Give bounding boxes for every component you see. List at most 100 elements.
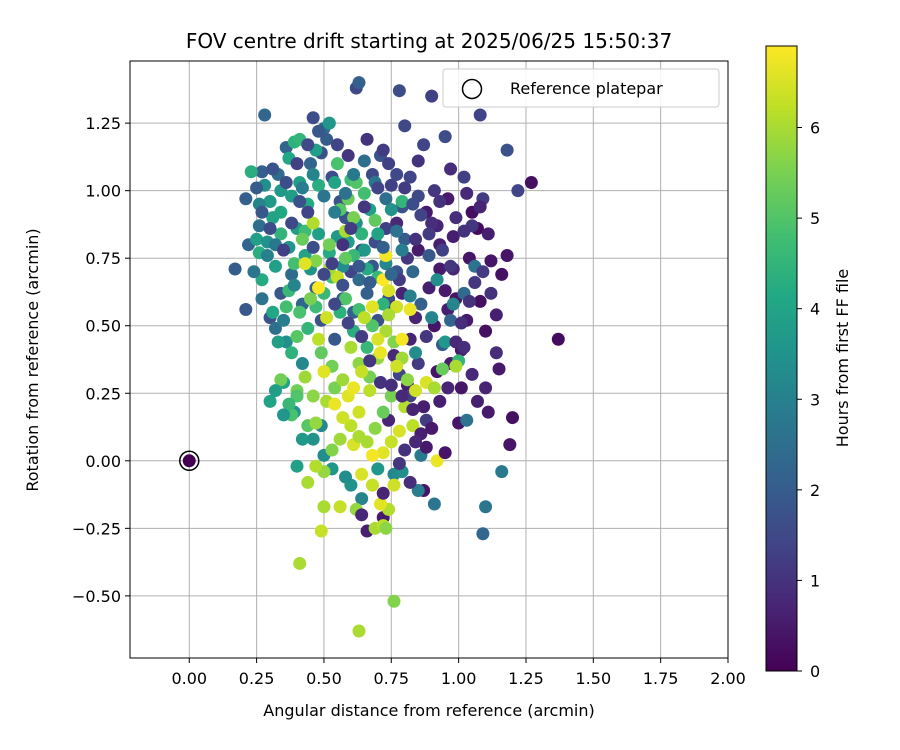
scatter-point xyxy=(287,278,301,292)
scatter-point xyxy=(268,384,282,398)
scatter-point xyxy=(314,346,328,360)
scatter-point xyxy=(312,281,326,295)
scatter-point xyxy=(352,624,366,638)
scatter-point xyxy=(306,167,320,181)
scatter-point xyxy=(422,227,436,241)
scatter-point xyxy=(379,324,393,338)
scatter-point xyxy=(328,397,342,411)
scatter-point xyxy=(419,330,433,344)
scatter-point xyxy=(425,216,439,230)
scatter-point xyxy=(476,527,490,541)
scatter-point xyxy=(479,324,493,338)
scatter-point xyxy=(371,227,385,241)
scatter-point xyxy=(287,257,301,271)
y-tick-label: 1.00 xyxy=(85,182,121,201)
scatter-point xyxy=(409,232,423,246)
scatter-point xyxy=(395,243,409,257)
scatter-point xyxy=(446,230,460,244)
scatter-point xyxy=(438,130,452,144)
scatter-point xyxy=(465,367,479,381)
colorbar-tick-label: 3 xyxy=(810,390,820,409)
scatter-point xyxy=(312,178,326,192)
scatter-point xyxy=(384,267,398,281)
scatter-point xyxy=(182,454,196,468)
scatter-point xyxy=(279,300,293,314)
colorbar-ticks: 0 1 2 3 4 5 6 xyxy=(797,119,820,681)
scatter-point xyxy=(239,303,253,317)
scatter-point xyxy=(301,475,315,489)
scatter-point xyxy=(295,232,309,246)
scatter-point xyxy=(390,359,404,373)
scatter-point xyxy=(330,138,344,152)
scatter-point xyxy=(376,486,390,500)
scatter-point xyxy=(419,440,433,454)
scatter-point xyxy=(384,378,398,392)
y-tick-label: −0.50 xyxy=(72,587,121,606)
x-axis-ticks: 0.00 0.25 0.50 0.75 1.00 1.25 1.50 1.75 2.00 xyxy=(171,658,746,688)
scatter-point xyxy=(295,432,309,446)
scatter-point xyxy=(392,457,406,471)
scatter-point xyxy=(403,303,417,317)
scatter-point xyxy=(338,470,352,484)
scatter-point xyxy=(258,108,272,122)
scatter-point xyxy=(228,262,242,276)
scatter-point xyxy=(277,408,291,422)
scatter-point xyxy=(252,219,266,233)
scatter-point xyxy=(312,124,326,138)
legend-marker-icon xyxy=(461,78,483,100)
scatter-point xyxy=(301,138,315,152)
scatter-point xyxy=(357,243,371,257)
scatter-point xyxy=(411,243,425,257)
scatter-point xyxy=(317,189,331,203)
scatter-point xyxy=(360,340,374,354)
scatter-point xyxy=(392,84,406,98)
scatter-point xyxy=(409,384,423,398)
scatter-point xyxy=(454,381,468,395)
scatter-point xyxy=(457,224,471,238)
scatter-point xyxy=(382,308,396,322)
scatter-point xyxy=(495,465,509,479)
scatter-point xyxy=(398,232,412,246)
scatter-point xyxy=(446,297,460,311)
scatter-point xyxy=(355,467,369,481)
scatter-point xyxy=(400,373,414,387)
scatter-points xyxy=(179,76,565,638)
scatter-point xyxy=(384,203,398,217)
scatter-point xyxy=(435,243,449,257)
scatter-point xyxy=(481,227,495,241)
x-tick-label: 0.00 xyxy=(171,669,207,688)
scatter-point xyxy=(303,157,317,171)
scatter-point xyxy=(503,438,517,452)
x-tick-label: 1.00 xyxy=(441,669,477,688)
scatter-point xyxy=(468,276,482,290)
scatter-point xyxy=(441,381,455,395)
scatter-point xyxy=(406,402,420,416)
scatter-point xyxy=(454,316,468,330)
scatter-point xyxy=(371,332,385,346)
scatter-point xyxy=(352,429,366,443)
scatter-point xyxy=(309,254,323,268)
scatter-point xyxy=(290,330,304,344)
scatter-point xyxy=(330,157,344,171)
scatter-point xyxy=(328,332,342,346)
scatter-point xyxy=(476,265,490,279)
scatter-point xyxy=(355,492,369,506)
scatter-point xyxy=(500,143,514,157)
scatter-point xyxy=(357,186,371,200)
plot-frame xyxy=(129,60,729,659)
scatter-point xyxy=(333,500,347,514)
scatter-point xyxy=(314,524,328,538)
scatter-point xyxy=(511,184,525,198)
scatter-point xyxy=(363,384,377,398)
scatter-point xyxy=(406,419,420,433)
colorbar-tick-label: 2 xyxy=(810,481,820,500)
legend-label: Reference platepar xyxy=(510,79,663,98)
x-tick-label: 0.25 xyxy=(239,669,275,688)
x-tick-label: 0.75 xyxy=(373,669,409,688)
grid xyxy=(130,61,729,658)
scatter-point xyxy=(357,200,371,214)
scatter-point xyxy=(422,248,436,262)
scatter-point xyxy=(403,289,417,303)
scatter-point xyxy=(376,405,390,419)
scatter-point xyxy=(368,213,382,227)
